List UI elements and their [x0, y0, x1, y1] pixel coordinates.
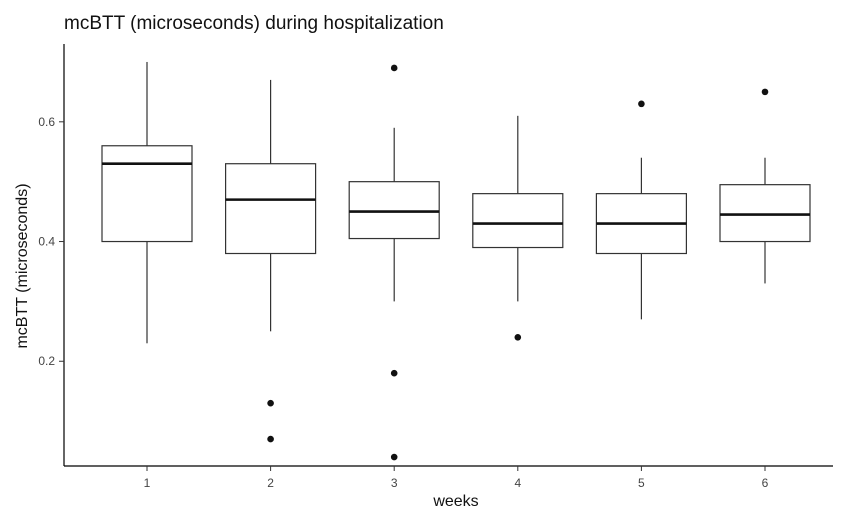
x-tick-label: 2	[267, 476, 274, 490]
box-iqr	[225, 163, 317, 255]
box-group-week-1	[101, 61, 193, 344]
x-tick-label: 4	[514, 476, 521, 490]
outlier-point	[514, 334, 522, 341]
y-axis-title: mcBTT (microseconds)	[14, 183, 31, 348]
x-tick-label: 3	[391, 476, 398, 490]
box-group-week-2	[225, 79, 317, 443]
outlier-point	[267, 435, 274, 443]
chart-title: mcBTT (microseconds) during hospitalizat…	[64, 13, 444, 34]
box-group-week-5	[595, 100, 688, 320]
outlier-point	[761, 88, 769, 96]
outlier-point	[390, 453, 398, 461]
outlier-point	[267, 399, 274, 407]
y-tick-label: 0.6	[38, 115, 55, 129]
plot-area	[101, 61, 811, 461]
box-group-week-4	[472, 115, 564, 341]
box-iqr	[101, 145, 193, 243]
x-tick-label: 5	[638, 476, 645, 490]
outlier-point	[390, 369, 398, 377]
outlier-point	[638, 100, 645, 108]
y-tick-label: 0.4	[38, 235, 55, 249]
y-tick-label: 0.2	[38, 354, 55, 368]
box-group-week-6	[719, 88, 811, 284]
box-group-week-3	[348, 64, 440, 461]
outlier-point	[390, 64, 398, 72]
x-tick-label: 6	[762, 476, 769, 490]
box-iqr	[472, 193, 564, 249]
box-iqr	[348, 181, 440, 240]
x-tick-label: 1	[144, 476, 151, 490]
box-iqr	[719, 184, 811, 243]
x-axis-title: weeks	[432, 493, 478, 510]
